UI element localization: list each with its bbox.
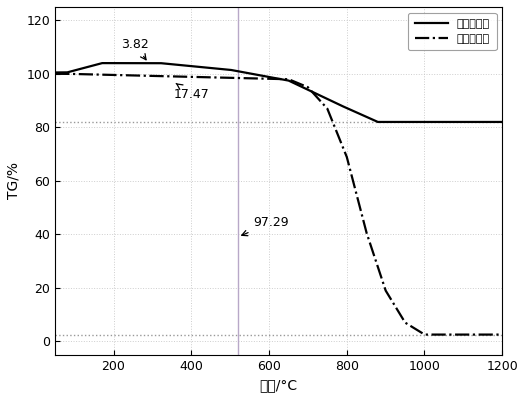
- 改性后石墨: [270, 75, 276, 80]
- 改性后石墨: [258, 73, 264, 78]
- 改性前石墨: [486, 332, 492, 337]
- 改性前石墨: [258, 76, 264, 81]
- 改性前石墨: [52, 71, 58, 76]
- 改性后石墨: [404, 120, 411, 124]
- 改性后石墨: [487, 120, 493, 124]
- Text: 17.47: 17.47: [174, 83, 209, 101]
- Y-axis label: TG/%: TG/%: [7, 162, 21, 199]
- 改性后石墨: [99, 61, 105, 65]
- 改性后石墨: [499, 120, 506, 124]
- 改性前石墨: [486, 332, 492, 337]
- 改性后石墨: [486, 120, 492, 124]
- 改性前石墨: [422, 332, 428, 337]
- Legend: 改性后石墨, 改性前石墨: 改性后石墨, 改性前石墨: [408, 12, 497, 50]
- Line: 改性前石墨: 改性前石墨: [55, 74, 502, 335]
- 改性前石墨: [404, 322, 411, 326]
- Line: 改性后石墨: 改性后石墨: [55, 63, 502, 122]
- 改性前石墨: [269, 76, 276, 81]
- 改性后石墨: [52, 70, 58, 75]
- 改性后石墨: [375, 120, 381, 124]
- Text: 3.82: 3.82: [121, 38, 149, 60]
- 改性前石墨: [499, 332, 506, 337]
- 改性前石墨: [75, 72, 81, 77]
- X-axis label: 温度/°C: 温度/°C: [260, 378, 298, 392]
- Text: 97.29: 97.29: [242, 216, 289, 236]
- 改性后石墨: [75, 67, 81, 72]
